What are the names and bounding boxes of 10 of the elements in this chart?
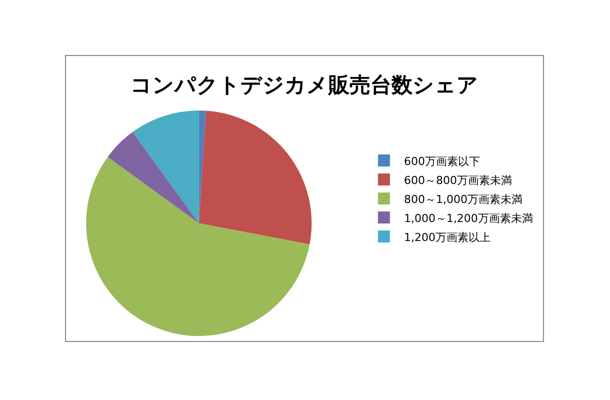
legend-label: 1,000～1,200万画素未満 (404, 212, 533, 225)
legend-label: 600～800万画素未満 (404, 174, 512, 187)
legend-label: 800～1,000万画素未満 (404, 192, 522, 206)
pie-slice (198, 110, 312, 244)
pie-slice (86, 156, 310, 336)
pie-slice (132, 110, 199, 224)
pie-slice (108, 132, 199, 224)
legend-label: 1,200万画素以上 (404, 230, 490, 244)
legend-label: 600万画素以下 (404, 154, 480, 168)
chart-title: コンパクトデジカメ販売台数シェア (130, 72, 478, 97)
